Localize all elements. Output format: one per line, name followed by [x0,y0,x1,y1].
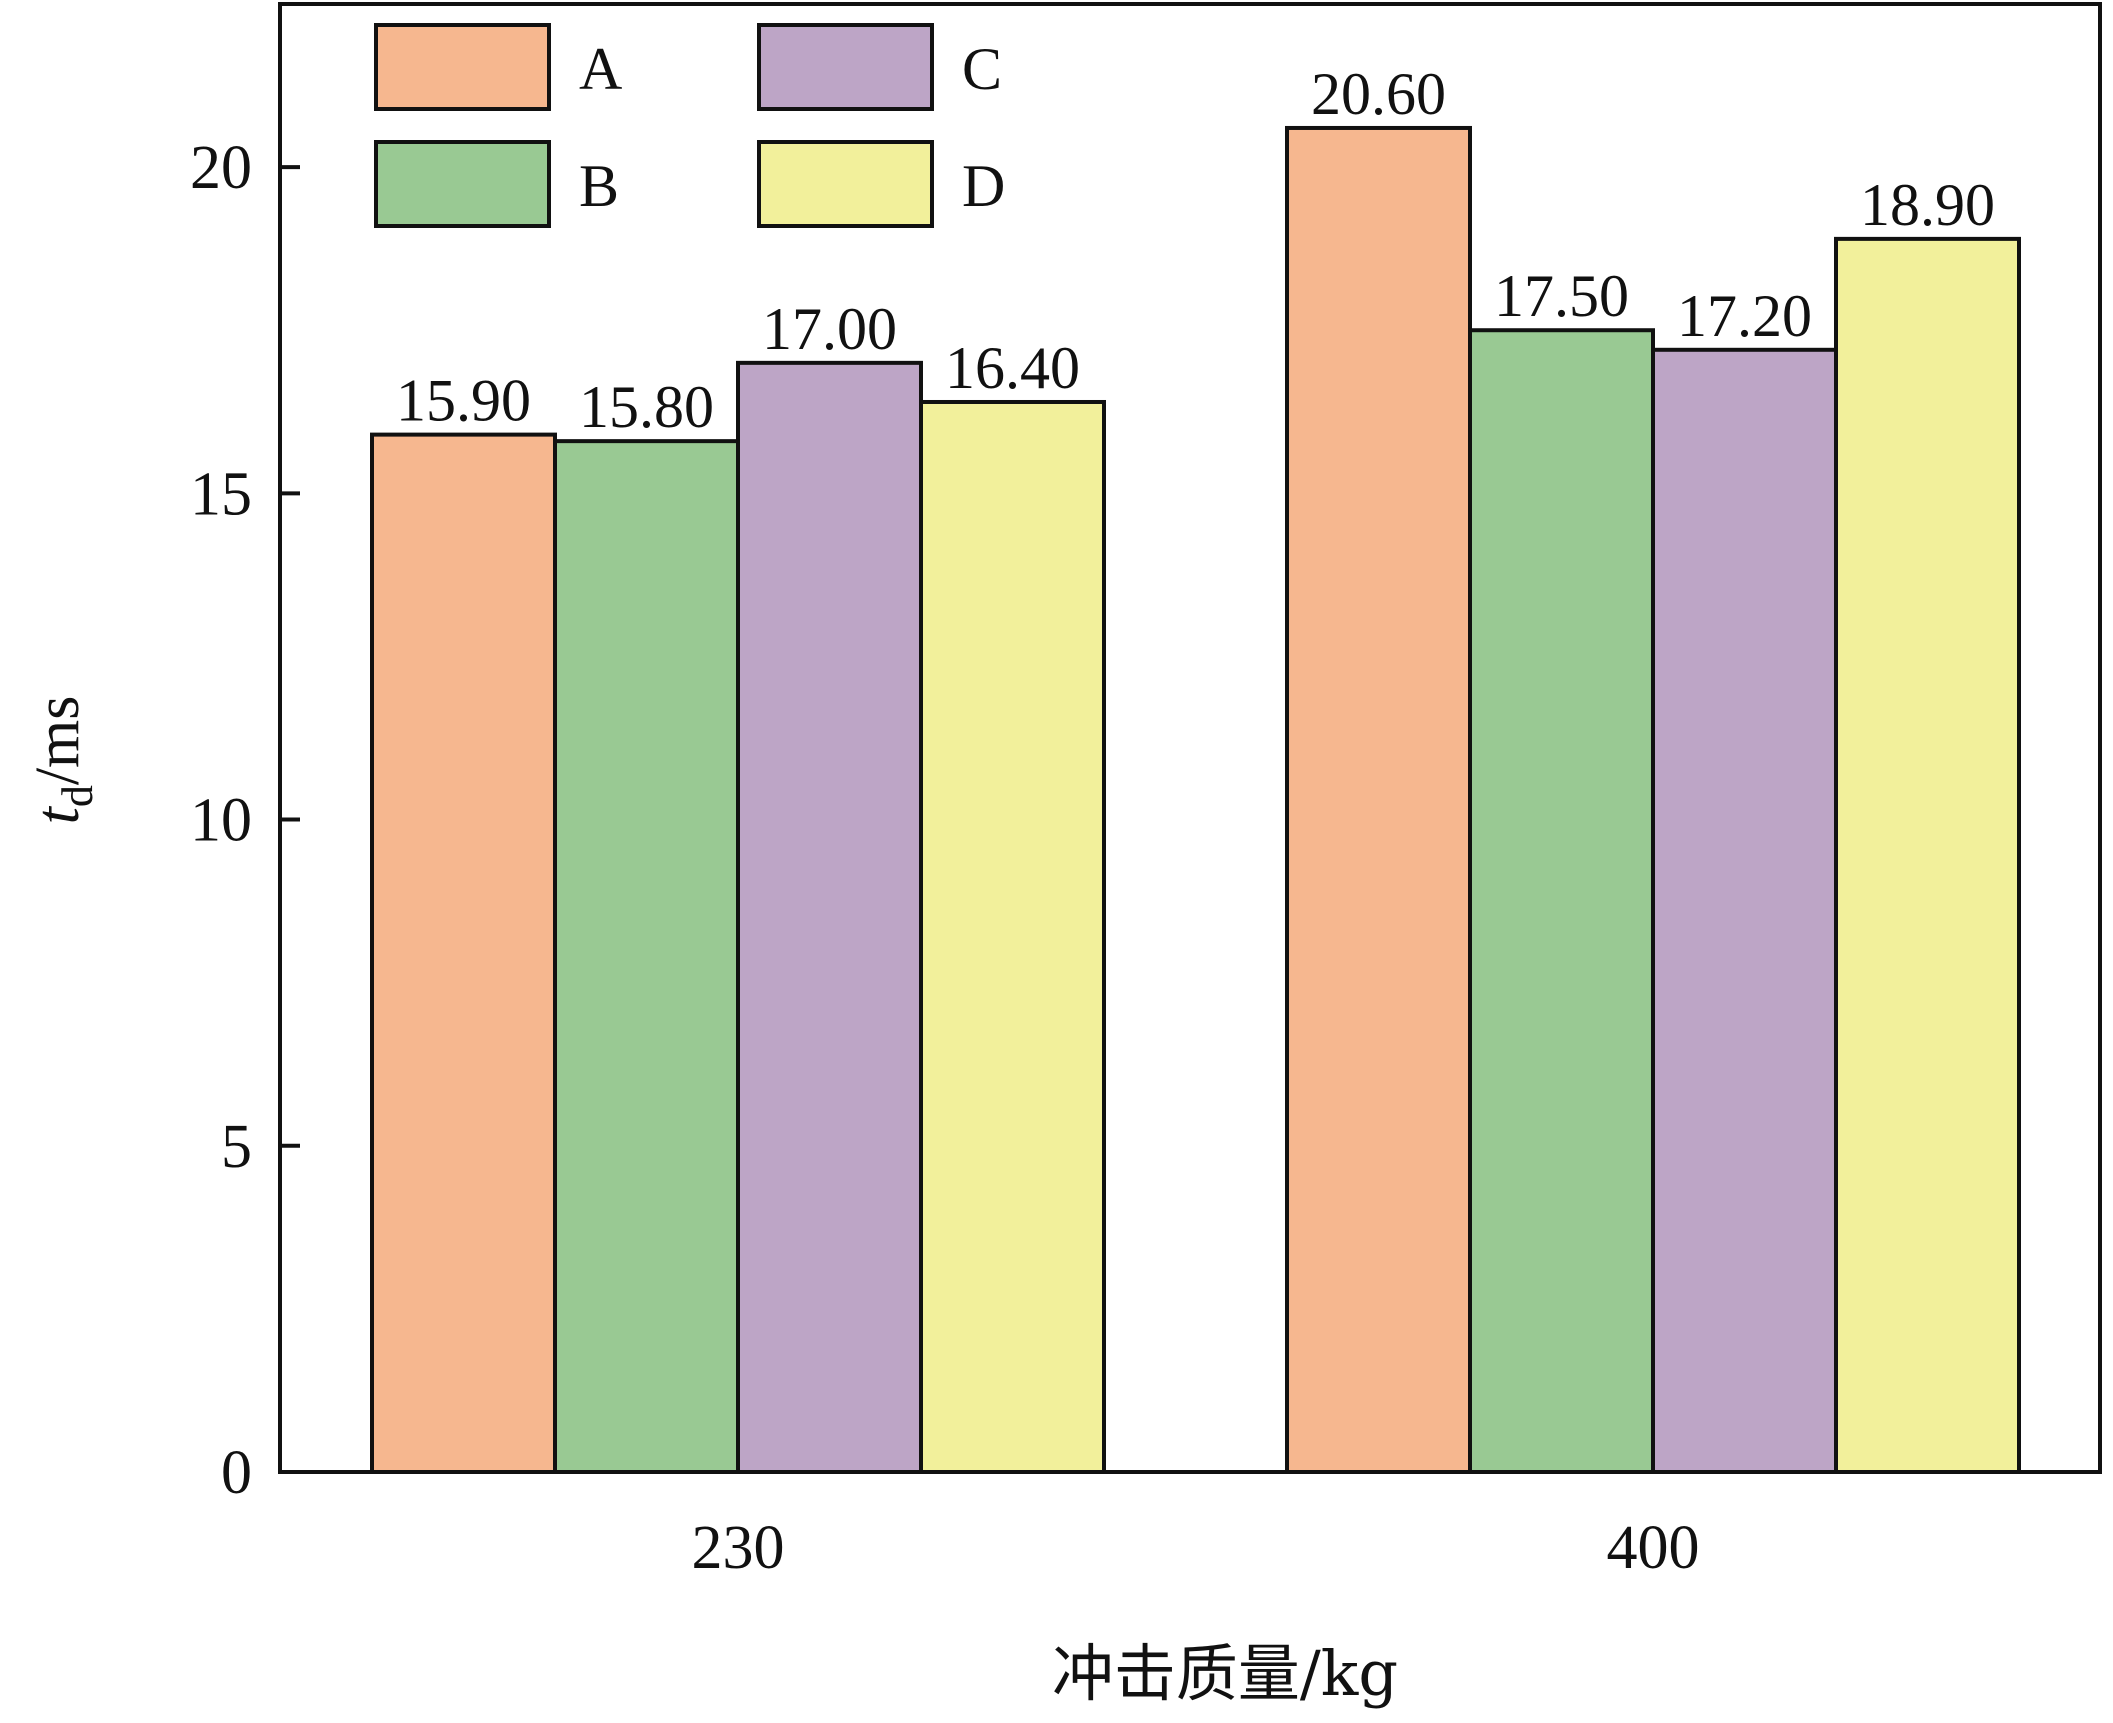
legend-swatch-B [374,140,551,228]
x-axis: 230 400 [692,1452,1700,1582]
value-label-B-400: 17.50 [1494,263,1629,329]
value-label-B-230: 15.80 [579,374,714,440]
bar-A-230 [370,432,557,1475]
plot-frame [278,2,2102,1474]
value-label-A-230: 15.90 [396,368,531,434]
y-tick-label-20: 20 [190,134,252,202]
value-labels-layer: 15.90 15.80 17.00 16.40 20.60 17.50 17.20 18.90 [396,61,1995,440]
legend-swatch-C [757,23,934,111]
value-label-A-400: 20.60 [1311,61,1446,127]
legend-label-D: D [962,153,1005,219]
bar-D-400 [1834,236,2021,1474]
y-tick-label-0: 0 [221,1439,252,1507]
bar-C-400 [1651,347,1838,1475]
y-tick-label-15: 15 [190,460,252,528]
x-axis-title: 冲击质量/kg [1052,1637,1398,1710]
legend-label-B: B [579,153,619,219]
bars-layer [370,125,2021,1475]
value-label-D-230: 16.40 [945,335,1080,401]
legend: AB CD [374,23,1005,228]
y-tick-label-5: 5 [221,1113,252,1181]
bar-B-400 [1468,328,1655,1475]
bar-B-230 [553,439,740,1474]
bar-A-400 [1285,125,1472,1474]
x-tick-label-400: 400 [1607,1514,1700,1582]
value-label-C-230: 17.00 [762,296,897,362]
legend-swatch-D [757,140,934,228]
legend-label-A: A [579,36,622,102]
y-axis-title-unit: /ms [24,696,92,786]
bar-C-230 [736,360,923,1474]
bar-D-230 [919,399,1106,1475]
x-tick-label-230: 230 [692,1514,785,1582]
legend-label-C: C [962,36,1002,102]
value-label-C-400: 17.20 [1677,283,1812,349]
value-label-D-400: 18.90 [1860,172,1995,238]
y-axis-title-main: t [24,805,92,824]
legend-swatch-A [374,23,551,111]
y-axis-title: td/ms [24,696,102,825]
y-axis: 0 5 10 15 20 [190,134,300,1507]
y-axis-title-subscript: d [53,785,102,807]
y-tick-label-10: 10 [190,787,252,855]
